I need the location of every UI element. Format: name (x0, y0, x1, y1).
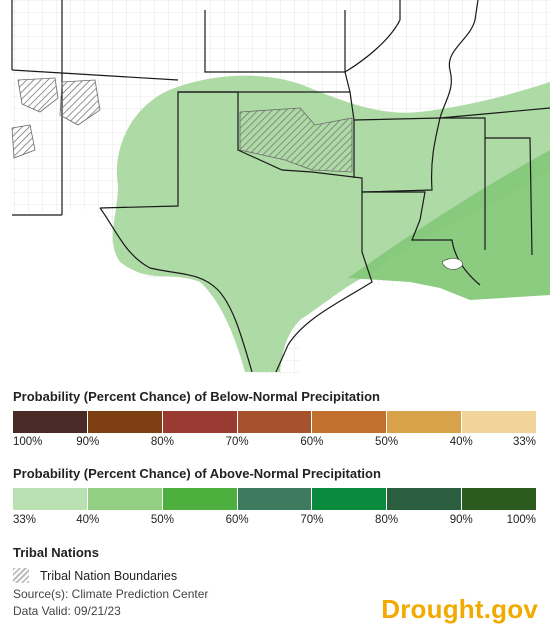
drought-gov-logo: Drought.gov (381, 594, 538, 624)
above-33-40-region (112, 75, 550, 372)
below-swatch-0 (13, 411, 88, 433)
above-tick-label: 40% (76, 514, 100, 526)
mexico-area (0, 208, 255, 375)
above-swatch-0 (13, 488, 88, 510)
source-text: Source(s): Climate Prediction Center (13, 587, 209, 601)
below-swatch-3 (237, 411, 313, 433)
below-normal-color-ramp (13, 411, 537, 433)
below-tick-label: 80% (150, 436, 174, 448)
tribal-item-label: Tribal Nation Boundaries (40, 569, 178, 583)
above-tick-label: 90% (449, 514, 473, 526)
below-swatch-1 (87, 411, 163, 433)
below-tick-label: 50% (375, 436, 399, 448)
above-swatch-2 (162, 488, 238, 510)
tribal-hatch-swatch (13, 568, 29, 583)
data-valid-text: Data Valid: 09/21/23 (13, 604, 121, 618)
below-normal-ticks: 100% 90% 80% 70% 60% 50% 40% 33% (13, 436, 536, 450)
above-40-50-region (348, 150, 550, 300)
above-swatch-4 (312, 488, 388, 510)
below-swatch-2 (162, 411, 238, 433)
below-tick-label: 40% (449, 436, 473, 448)
above-normal-color-ramp (13, 488, 537, 510)
above-swatch-5 (387, 488, 463, 510)
below-tick-label: 60% (300, 436, 324, 448)
above-normal-ticks: 33% 40% 50% 60% 70% 80% 90% 100% (13, 514, 536, 528)
below-tick-label: 100% (13, 436, 43, 448)
above-swatch-1 (87, 488, 163, 510)
below-swatch-6 (462, 411, 537, 433)
above-tick-label: 50% (150, 514, 174, 526)
above-tick-label: 60% (225, 514, 249, 526)
above-normal-legend-title: Probability (Percent Chance) of Above-No… (13, 466, 381, 481)
below-tick-label: 70% (225, 436, 249, 448)
tribal-nation-boundaries (11, 77, 353, 173)
lake-pontchartrain (441, 258, 463, 270)
above-swatch-6 (462, 488, 537, 510)
below-tick-label: 33% (512, 436, 536, 448)
gulf-of-mexico (300, 285, 550, 375)
below-swatch-5 (387, 411, 463, 433)
above-tick-label: 70% (300, 514, 324, 526)
below-normal-legend-title: Probability (Percent Chance) of Below-No… (13, 389, 380, 404)
tribal-legend-title: Tribal Nations (13, 545, 99, 560)
above-tick-label: 33% (13, 514, 37, 526)
above-swatch-3 (237, 488, 313, 510)
below-swatch-4 (312, 411, 388, 433)
above-tick-label: 80% (375, 514, 399, 526)
below-tick-label: 90% (76, 436, 100, 448)
outlook-map (0, 0, 550, 375)
above-tick-label: 100% (506, 514, 536, 526)
